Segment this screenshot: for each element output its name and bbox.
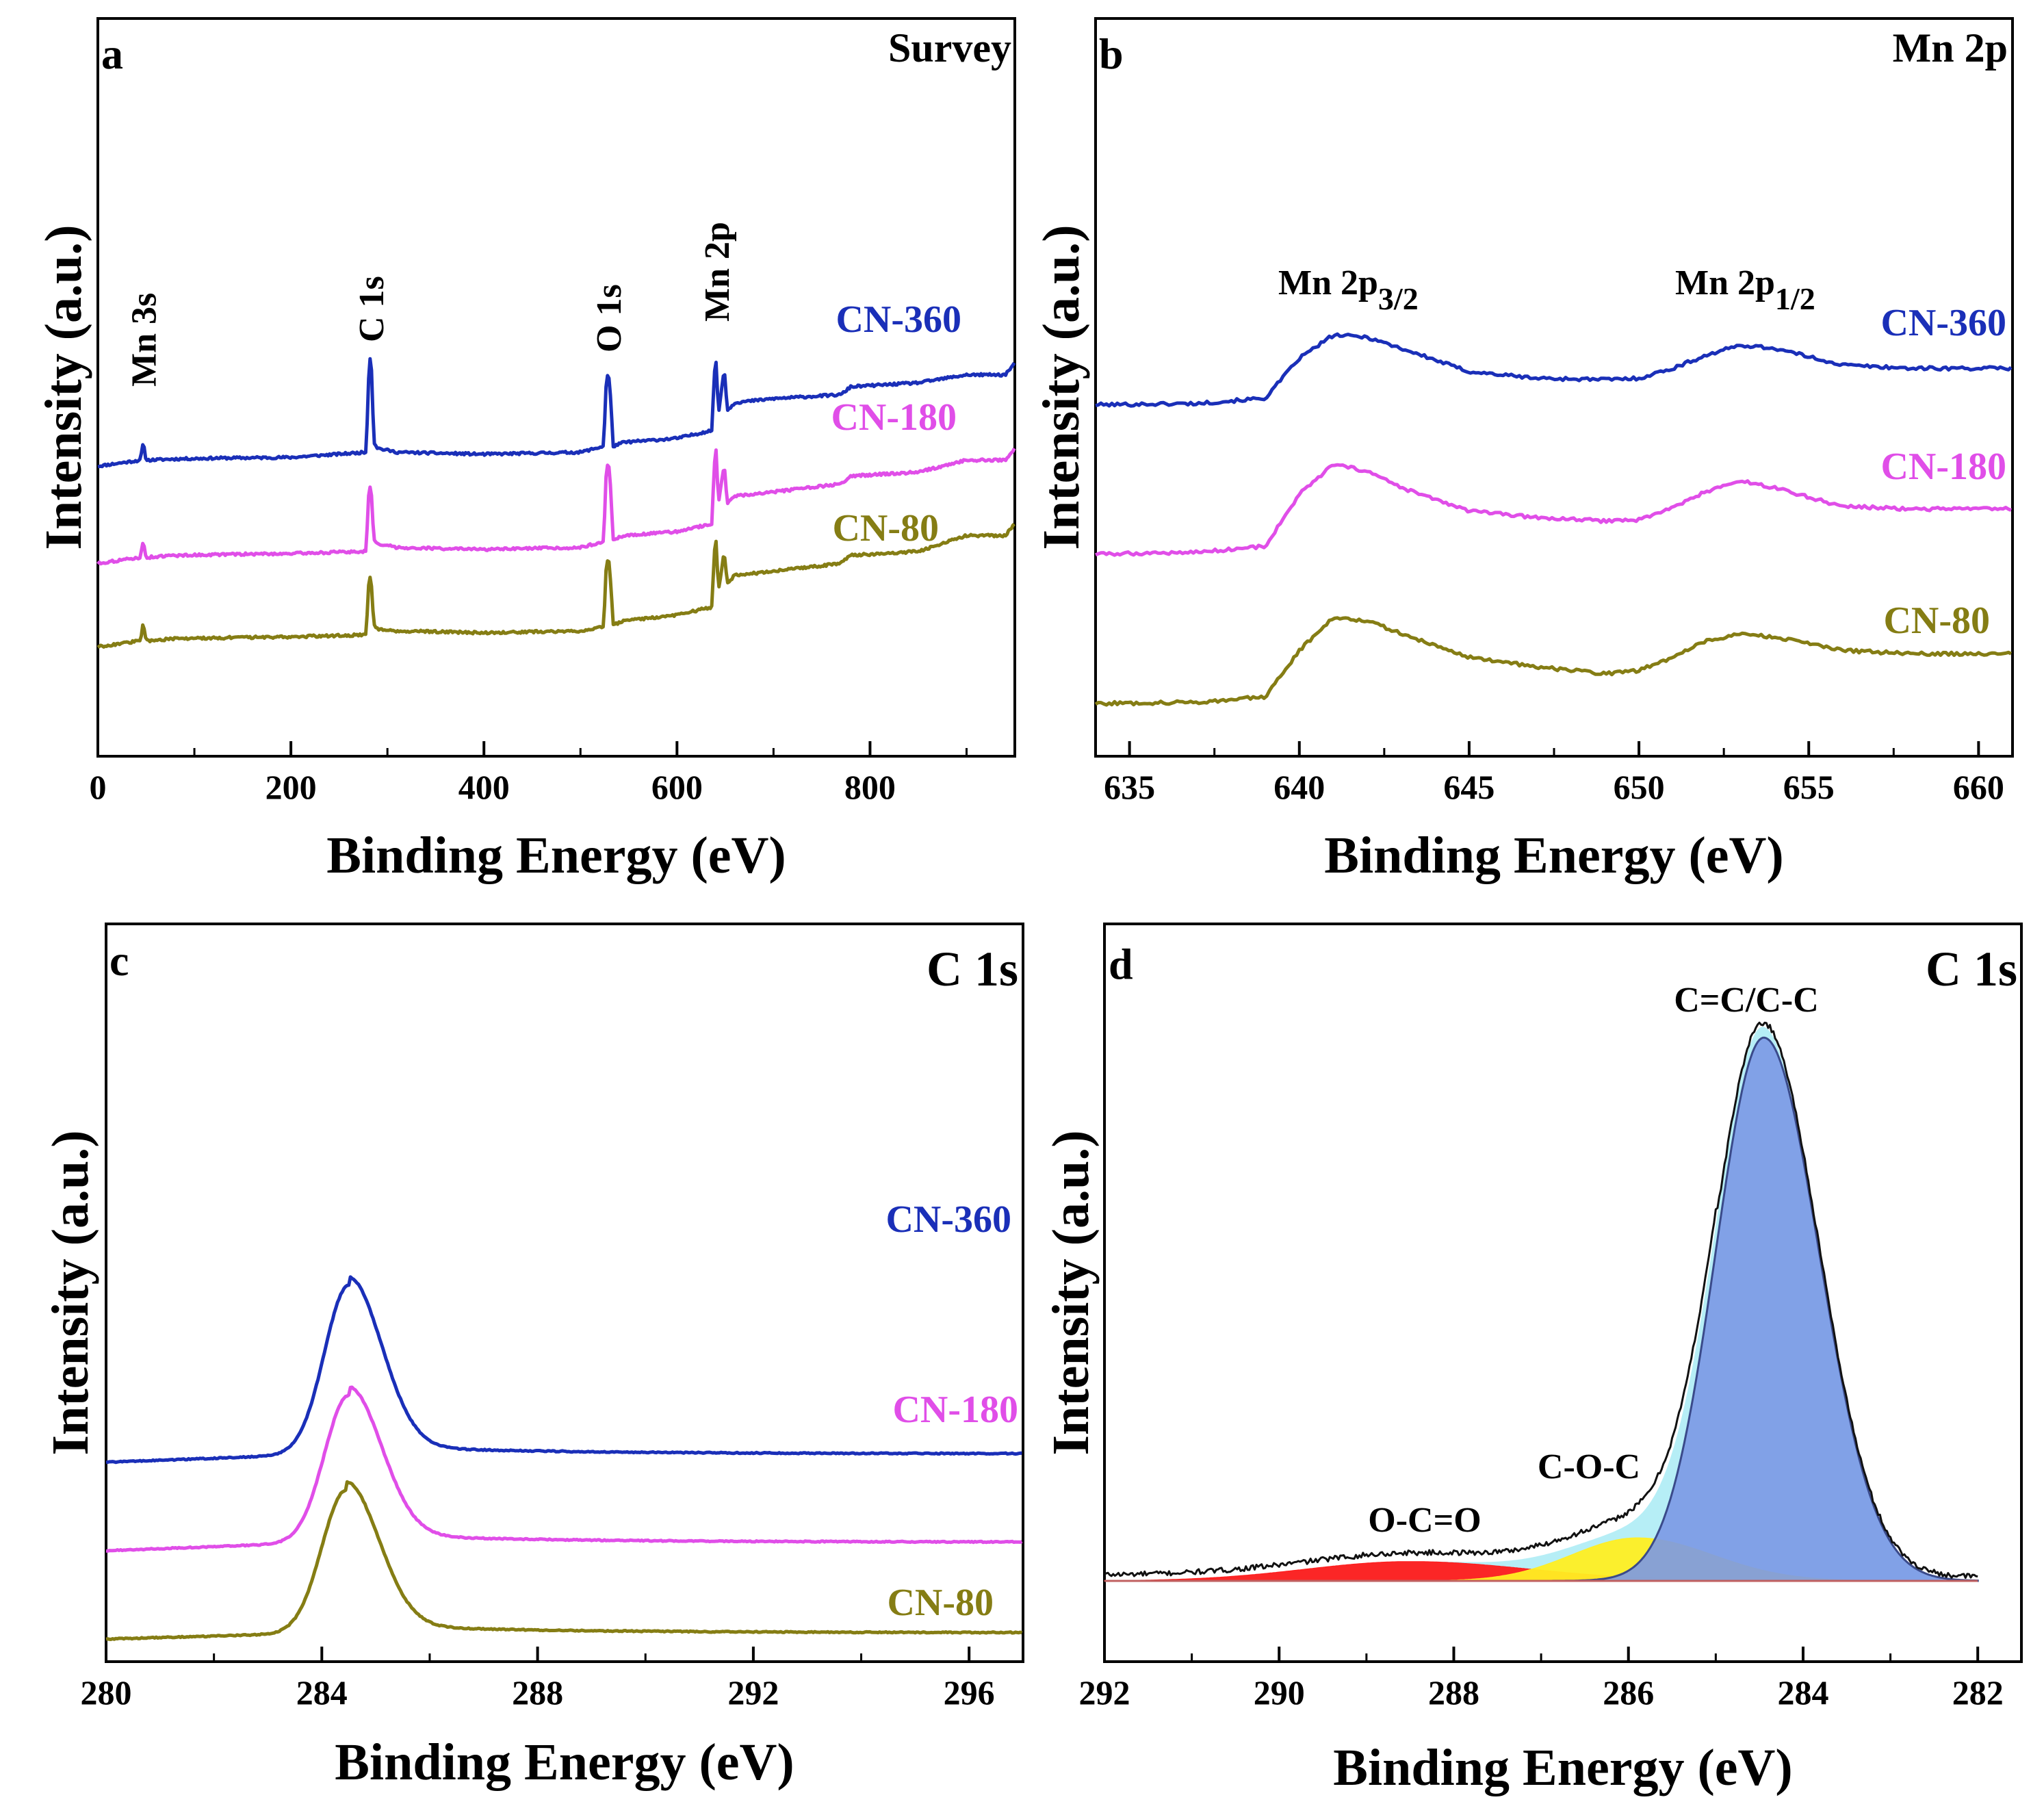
legend-label-cn-80: CN-80: [887, 1582, 994, 1624]
x-tick-label: 284: [296, 1673, 348, 1712]
series-line-cn-360: [105, 1275, 1022, 1465]
panel-c-ticks: 280 284 288 292 296: [81, 1647, 995, 1712]
x-tick-label: 296: [944, 1673, 995, 1712]
peak-label: Mn 2p1/2: [1675, 263, 1815, 316]
panel-a-legend: CN-360 CN-180 CN-80: [831, 298, 961, 550]
legend-label-cn-360: CN-360: [1880, 302, 2006, 344]
x-tick-label: 288: [512, 1673, 563, 1712]
series-line-cn-180: [96, 448, 1016, 566]
panel-b-frame: [1094, 17, 2014, 758]
legend-label-cn-180: CN-180: [831, 396, 957, 439]
panel-d-ticks: 292 290 288 286 284 282: [1079, 1647, 2004, 1712]
legend-label-cn-360: CN-360: [836, 298, 961, 341]
x-tick-label: 600: [651, 768, 703, 806]
legend-label-cn-360: CN-360: [885, 1198, 1011, 1241]
legend-label-cn-80: CN-80: [1883, 600, 1990, 642]
x-tick-label: 800: [844, 768, 896, 806]
series-line-cn-80: [105, 1480, 1023, 1641]
panel-d: d C 1s 292 290 288 286 284 282 O-C=O C-O-C C=C/…: [1042, 923, 2023, 1796]
panel-d-xlabel: Binding Energy (eV): [1333, 1739, 1792, 1796]
panel-b-xlabel: Binding Energy (eV): [1324, 827, 1783, 884]
peak-label: Mn 2p3/2: [1278, 263, 1419, 316]
panel-d-letter: d: [1109, 940, 1133, 988]
panel-a-title: Survey: [888, 25, 1011, 70]
series-line-cn-80: [96, 522, 1015, 649]
x-tick-label: 650: [1614, 768, 1665, 806]
panel-b: b Mn 2p 635 640 645 650 655 660 Mn 2p3/2 Mn 2p…: [1033, 17, 2014, 884]
component-label: O-C=O: [1368, 1501, 1481, 1540]
legend-label-cn-80: CN-80: [832, 507, 939, 550]
panel-a-ticks: 0 200 400 600 800: [90, 741, 968, 806]
peak-label: Mn 3s: [125, 293, 164, 387]
series-line-cn-360: [97, 357, 1016, 469]
panel-c-series: [105, 1275, 1023, 1641]
panel-c-letter: c: [109, 936, 129, 985]
panel-b-ylabel: Intensity (a.u.): [1033, 224, 1090, 550]
x-tick-label: 0: [90, 768, 107, 806]
x-tick-label: 288: [1428, 1673, 1479, 1712]
panel-b-ticks: 635 640 645 650 655 660: [1104, 741, 2004, 806]
panel-b-legend: CN-360 CN-180 CN-80: [1880, 302, 2006, 642]
panel-a-letter: a: [101, 29, 123, 78]
panel-b-title: Mn 2p: [1893, 25, 2008, 70]
x-tick-label: 290: [1254, 1673, 1305, 1712]
panel-c-xlabel: Binding Energy (eV): [335, 1734, 794, 1791]
x-tick-label: 645: [1443, 768, 1495, 806]
panel-b-annotations: Mn 2p3/2 Mn 2p1/2: [1278, 263, 1815, 316]
component-peak-cc: [1104, 1036, 1979, 1582]
panel-b-letter: b: [1099, 29, 1124, 78]
panel-a-xlabel: Binding Energy (eV): [326, 827, 786, 884]
panel-c-title: C 1s: [927, 942, 1018, 996]
x-tick-label: 292: [1079, 1673, 1130, 1712]
x-tick-label: 286: [1603, 1673, 1654, 1712]
panel-d-annotations: O-C=O C-O-C C=C/C-C: [1368, 981, 1819, 1540]
panel-a: a Survey 0 200 400 600 800 Mn 3s C 1s O 1s Mn 2…: [35, 17, 1016, 884]
panel-b-series: [1094, 332, 2013, 707]
x-tick-label: 282: [1952, 1673, 2004, 1712]
panel-c-frame: [105, 923, 1024, 1663]
x-tick-label: 280: [81, 1673, 132, 1712]
x-tick-label: 635: [1104, 768, 1155, 806]
panel-d-ylabel: Intensity (a.u.): [1042, 1130, 1100, 1455]
series-line-cn-360: [1095, 332, 2013, 408]
series-line-cn-180: [105, 1385, 1023, 1553]
component-label: C=C/C-C: [1674, 981, 1819, 1020]
component-label: C-O-C: [1538, 1447, 1640, 1486]
panel-c-ylabel: Intensity (a.u.): [42, 1130, 99, 1455]
legend-label-cn-180: CN-180: [892, 1389, 1018, 1431]
panel-a-ylabel: Intensity (a.u.): [35, 224, 92, 550]
x-tick-label: 660: [1953, 768, 2004, 806]
panel-a-frame: [96, 17, 1016, 758]
x-tick-label: 200: [266, 768, 317, 806]
series-line-cn-180: [1095, 463, 2012, 557]
panel-d-frame: [1103, 923, 2023, 1663]
peak-label: O 1s: [590, 284, 629, 352]
x-tick-label: 655: [1783, 768, 1835, 806]
x-tick-label: 640: [1273, 768, 1325, 806]
panel-d-series: [1104, 1021, 1979, 1582]
peak-label: C 1s: [352, 276, 391, 342]
x-tick-label: 284: [1777, 1673, 1828, 1712]
experimental-line: [1104, 1021, 1978, 1579]
panel-a-annotations: Mn 3s C 1s O 1s Mn 2p: [125, 222, 737, 387]
legend-label-cn-180: CN-180: [1880, 446, 2006, 488]
panel-d-title: C 1s: [1926, 942, 2017, 996]
x-tick-label: 400: [458, 768, 510, 806]
panel-c: c C 1s 280 284 288 292 296 CN-360 CN-180 CN-80…: [42, 923, 1024, 1791]
series-line-cn-80: [1094, 616, 2013, 707]
panel-a-series: [96, 357, 1016, 649]
x-tick-label: 292: [727, 1673, 779, 1712]
panel-c-legend: CN-360 CN-180 CN-80: [885, 1198, 1018, 1624]
peak-label: Mn 2p: [698, 222, 737, 322]
